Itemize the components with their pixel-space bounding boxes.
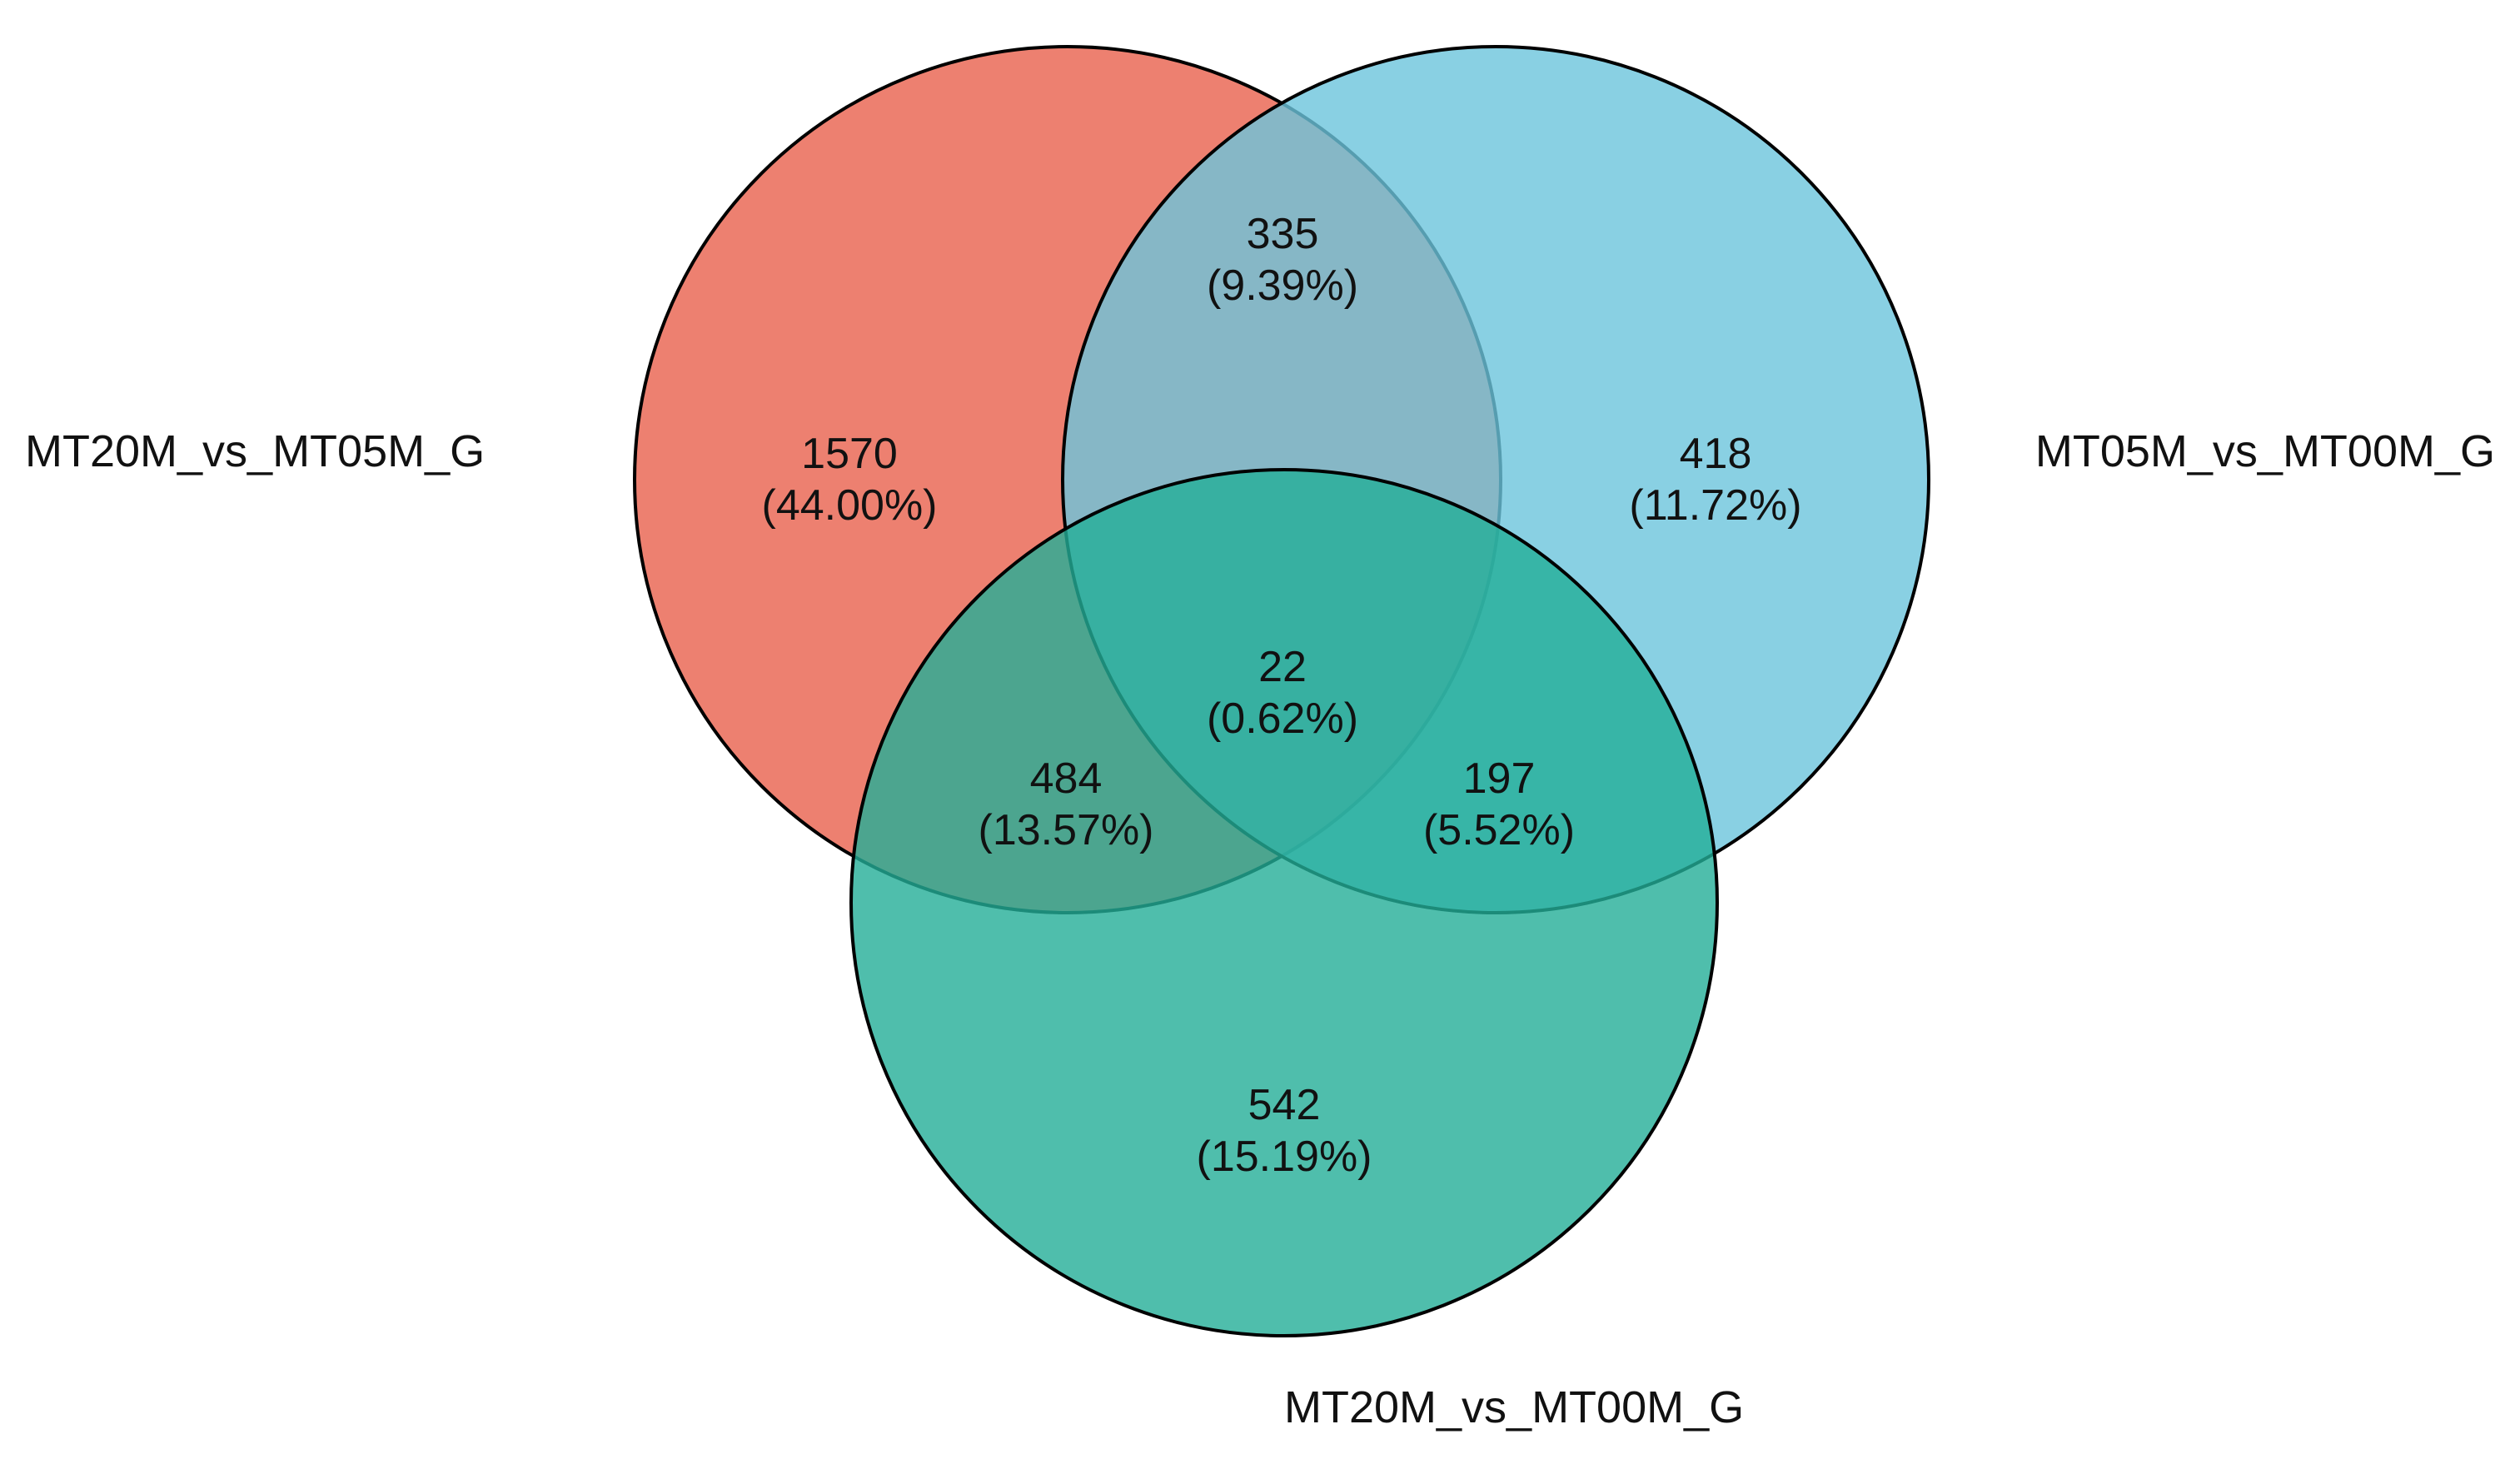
- region-ac-count: 484: [1030, 754, 1103, 803]
- region-a-only-count: 1570: [801, 430, 898, 478]
- region-b-only-count: 418: [1680, 430, 1752, 478]
- region-bc-count: 197: [1463, 754, 1536, 803]
- region-ab-count: 335: [1247, 210, 1319, 258]
- region-bc-percent: (5.52%): [1423, 806, 1575, 854]
- region-ab-percent: (9.39%): [1207, 261, 1358, 310]
- set-label-mt20m-vs-mt00m: MT20M_vs_MT00M_G: [1284, 1382, 1744, 1432]
- set-label-mt20m-vs-mt05m: MT20M_vs_MT05M_G: [25, 426, 485, 476]
- set-label-mt05m-vs-mt00m: MT05M_vs_MT00M_G: [2035, 426, 2495, 476]
- region-abc-percent: (0.62%): [1207, 695, 1358, 743]
- region-c-only-count: 542: [1248, 1081, 1321, 1129]
- region-c-only-percent: (15.19%): [1197, 1133, 1372, 1181]
- set-circle-mt20m-vs-mt00m: [849, 468, 1719, 1337]
- region-abc-count: 22: [1258, 643, 1307, 691]
- region-b-only-percent: (11.72%): [1629, 481, 1801, 530]
- region-ac-percent: (13.57%): [979, 806, 1154, 854]
- region-a-only-percent: (44.00%): [762, 481, 938, 530]
